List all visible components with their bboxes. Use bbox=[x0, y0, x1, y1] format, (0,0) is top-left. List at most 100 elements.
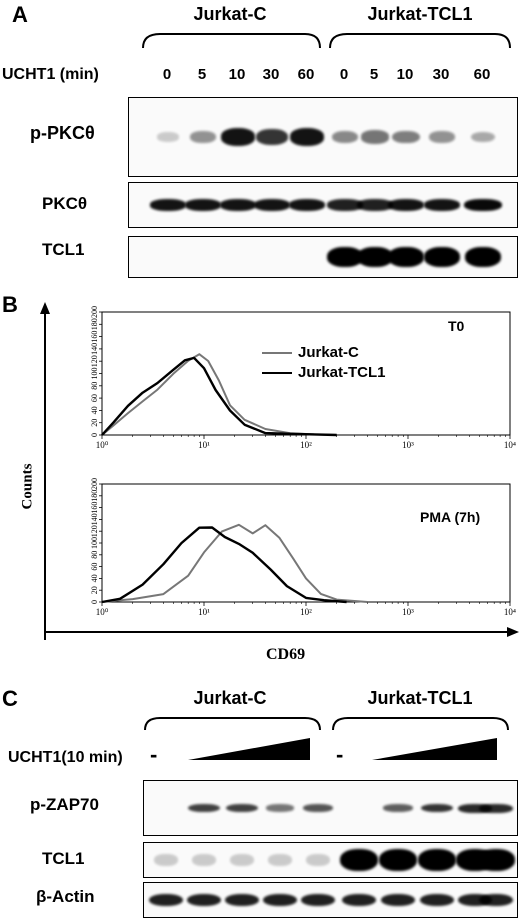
actin-band-4 bbox=[301, 893, 335, 907]
hist-1-xtick-2: 10² bbox=[300, 607, 312, 617]
ppkc-band-6 bbox=[360, 130, 390, 144]
panel-b-letter: B bbox=[2, 292, 18, 317]
ppkc-band-7 bbox=[392, 130, 420, 144]
actin-band-7 bbox=[420, 893, 454, 907]
hist-1-xtick-0: 10⁰ bbox=[96, 607, 109, 617]
hist-1-xtick-4: 10⁴ bbox=[504, 607, 516, 617]
ppkc-band-3 bbox=[255, 129, 289, 145]
hist-1-ytick-3: 60 bbox=[90, 563, 99, 571]
pkc-band-0 bbox=[149, 199, 187, 211]
pkc-band-8 bbox=[423, 199, 461, 211]
ppkc-band-4 bbox=[289, 128, 325, 146]
panel-c-row-label-tcl1: TCL1 bbox=[42, 849, 85, 868]
tcl1-a-band-6 bbox=[357, 247, 393, 267]
pzap70-band-9 bbox=[479, 803, 513, 813]
panel-a-group-jurkat-c: Jurkat-C bbox=[193, 4, 267, 24]
hist-1-xtick-3: 10³ bbox=[402, 607, 414, 617]
hist-0-series-jurkat-tcl1 bbox=[101, 356, 337, 437]
panel-a-timepoint-4: 60 bbox=[297, 66, 315, 83]
hist-1-series-jurkat-tcl1 bbox=[101, 526, 347, 604]
hist-0-ytick-5: 100 bbox=[90, 368, 99, 380]
legend-swatch-jurkat-c bbox=[262, 352, 292, 354]
blot-a-ppkc bbox=[128, 97, 518, 177]
hist-0-ytick-0: 0 bbox=[90, 433, 99, 437]
hist-1-ytick-1: 20 bbox=[90, 586, 99, 594]
tcl1-a-band-5 bbox=[327, 247, 363, 267]
pzap70-band-8 bbox=[458, 803, 492, 813]
ppkc-band-0 bbox=[156, 132, 180, 142]
tcl1-c-band-9 bbox=[477, 849, 515, 871]
pzap70-band-1 bbox=[188, 803, 220, 813]
hist-0-xtick-2: 10² bbox=[300, 440, 312, 450]
blot-a-pkc bbox=[128, 182, 518, 228]
panel-a-row-label-pkc: PKCθ bbox=[42, 194, 88, 213]
hist-1-ytick-2: 40 bbox=[90, 574, 99, 582]
hist-1-ytick-0: 0 bbox=[90, 600, 99, 604]
hist-1-ytick-9: 180 bbox=[90, 490, 99, 502]
pkc-band-6 bbox=[357, 199, 393, 211]
panel-c-group-jurkat-c: Jurkat-C bbox=[193, 688, 267, 708]
hist-0-ytick-6: 120 bbox=[90, 355, 99, 367]
pkc-band-3 bbox=[253, 199, 291, 211]
hist-1-series-jurkat-c bbox=[101, 523, 368, 603]
panel-a-timepoint-8: 30 bbox=[432, 66, 450, 83]
legend-swatch-jurkat-tcl1 bbox=[262, 372, 292, 374]
hist-1-ytick-5: 100 bbox=[90, 537, 99, 549]
panel-a-row-label-ppkc: p-PKCθ bbox=[30, 123, 95, 143]
ppkc-band-8 bbox=[429, 131, 455, 143]
blot-c-actin bbox=[143, 882, 518, 918]
pzap70-band-7 bbox=[420, 803, 454, 813]
panel-a-timepoint-1: 5 bbox=[197, 66, 207, 83]
tcl1-a-band-8 bbox=[424, 247, 460, 267]
pkc-band-5 bbox=[327, 199, 363, 211]
panel-a-timepoint-3: 30 bbox=[262, 66, 280, 83]
panel-b-title-t0: T0 bbox=[448, 318, 465, 334]
tcl1-c-band-1 bbox=[192, 854, 216, 866]
panel-a-row-label-tcl1: TCL1 bbox=[42, 240, 85, 259]
hist-0-ytick-10: 200 bbox=[90, 306, 99, 318]
panel-a-timepoint-2: 10 bbox=[228, 66, 246, 83]
dose-wedge-jurkat-tcl1 bbox=[372, 738, 497, 760]
pkc-band-9 bbox=[464, 199, 502, 211]
tcl1-a-band-7 bbox=[388, 247, 424, 267]
blot-c-tcl1 bbox=[143, 842, 518, 878]
panel-b-title-pma: PMA (7h) bbox=[420, 509, 481, 525]
legend-label-jurkat-tcl1: Jurkat-TCL1 bbox=[298, 364, 386, 381]
panel-c-minus-jurkat-c: - bbox=[150, 742, 158, 767]
hist-0-ytick-1: 20 bbox=[90, 419, 99, 427]
pkc-band-4 bbox=[288, 199, 326, 211]
panel-a-group-brackets bbox=[142, 33, 511, 49]
pzap70-band-3 bbox=[265, 804, 295, 812]
legend-label-jurkat-c: Jurkat-C bbox=[298, 344, 359, 361]
panel-c-treatment-label: UCHT1(10 min) bbox=[8, 749, 123, 766]
tcl1-c-band-6 bbox=[379, 849, 417, 871]
hist-0-ytick-7: 140 bbox=[90, 343, 99, 355]
tcl1-a-band-9 bbox=[465, 247, 501, 267]
actin-band-5 bbox=[342, 893, 376, 907]
panel-a-timepoint-5: 0 bbox=[339, 66, 349, 83]
hist-0-ytick-9: 180 bbox=[90, 318, 99, 330]
hist-1-xtick-1: 10¹ bbox=[198, 607, 210, 617]
pkc-band-1 bbox=[184, 199, 222, 211]
actin-band-3 bbox=[263, 893, 297, 907]
panel-a-treatment-label: UCHT1 (min) bbox=[2, 66, 99, 83]
tcl1-c-band-3 bbox=[268, 854, 292, 866]
actin-band-0 bbox=[149, 893, 183, 907]
panel-c-group-brackets bbox=[144, 717, 509, 760]
hist-frame-1 bbox=[101, 483, 511, 603]
tcl1-c-band-4 bbox=[306, 854, 330, 866]
hist-0-ytick-8: 160 bbox=[90, 331, 99, 343]
panel-a-timepoint-6: 5 bbox=[369, 66, 379, 83]
pkc-band-2 bbox=[219, 199, 257, 211]
panel-b-xlabel: CD69 bbox=[266, 646, 306, 663]
pkc-band-7 bbox=[387, 199, 425, 211]
hist-0-xtick-3: 10³ bbox=[402, 440, 414, 450]
tcl1-c-band-0 bbox=[154, 854, 178, 866]
tcl1-c-band-7 bbox=[418, 849, 456, 871]
panel-a-timepoint-0: 0 bbox=[162, 66, 172, 83]
actin-band-9 bbox=[479, 893, 513, 907]
ppkc-band-2 bbox=[220, 128, 256, 146]
hist-0-ytick-3: 60 bbox=[90, 394, 99, 402]
hist-0-xtick-0: 10⁰ bbox=[96, 440, 109, 450]
